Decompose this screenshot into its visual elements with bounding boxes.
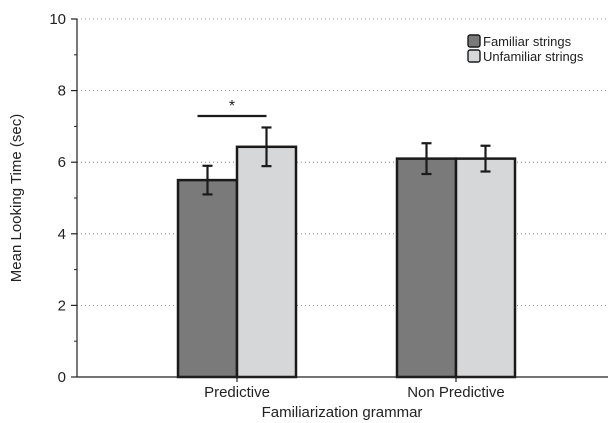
y-tick-label: 10	[49, 11, 66, 28]
bar-familiar-predictive	[176, 178, 239, 379]
y-tick-label: 0	[58, 369, 66, 386]
x-axis-label: Familiarization grammar	[262, 404, 423, 421]
y-tick-label: 2	[58, 297, 66, 314]
legend-swatch	[467, 34, 481, 48]
y-tick-label: 8	[58, 83, 66, 100]
legend-label: Familiar strings	[483, 34, 572, 49]
bar-familiar-non-predictive	[395, 157, 458, 379]
legend-swatch	[467, 49, 481, 63]
significance-star: *	[229, 98, 235, 115]
legend-label: Unfamiliar strings	[483, 49, 584, 64]
bars	[176, 145, 517, 379]
axes	[76, 19, 608, 378]
grid-lines	[77, 18, 608, 306]
x-tick-label: Predictive	[204, 384, 270, 401]
y-ticks: 0 2 4 6 8 10	[49, 11, 77, 386]
annotations: *	[197, 98, 267, 118]
x-tick-label: Non Predictive	[407, 384, 505, 401]
y-axis-label: Mean Looking Time (sec)	[8, 114, 25, 282]
y-tick-label: 6	[58, 154, 66, 171]
error-bars	[202, 126, 491, 196]
x-ticks: Predictive Non Predictive	[204, 377, 505, 401]
bar-unfamiliar-predictive	[235, 145, 298, 379]
bar-unfamiliar-non-predictive	[454, 157, 517, 379]
y-tick-label: 4	[58, 226, 66, 243]
